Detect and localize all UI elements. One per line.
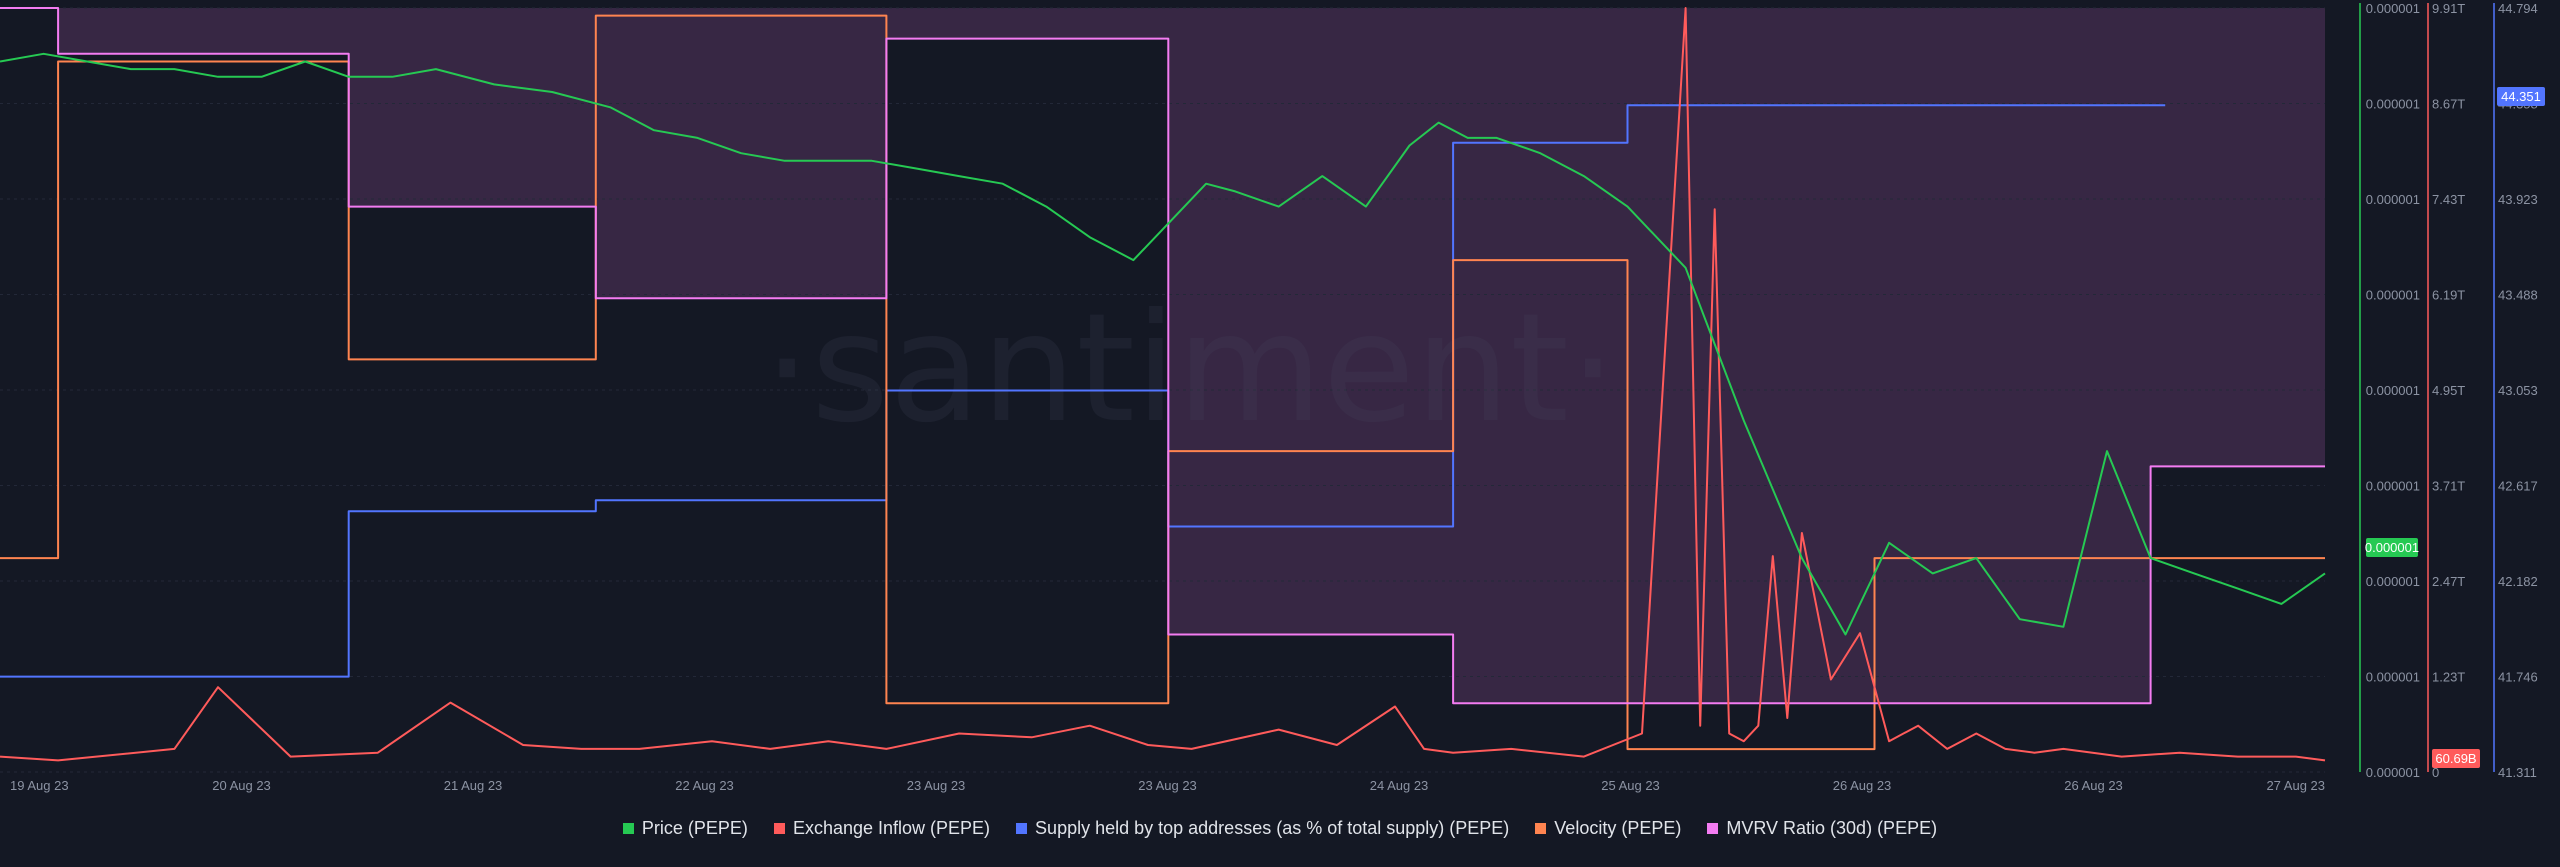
legend-label: Price (PEPE) (641, 818, 748, 838)
legend-item[interactable]: Velocity (PEPE) (1535, 818, 1681, 839)
legend-item[interactable]: Exchange Inflow (PEPE) (773, 818, 991, 839)
x-tick-label: 20 Aug 23 (212, 778, 271, 793)
x-tick-label: 26 Aug 23 (1833, 778, 1892, 793)
tick-label-supply: 41.311 (2498, 765, 2537, 780)
tick-label-supply: 44.794 (2498, 1, 2538, 16)
x-tick-label: 23 Aug 23 (1138, 778, 1197, 793)
tick-label-exchange_inflow: 2.47T (2432, 574, 2465, 589)
tick-label-supply: 42.617 (2498, 479, 2538, 494)
tick-label-supply: 43.488 (2498, 288, 2538, 303)
tick-label-price: 0.000001 (2366, 97, 2420, 112)
x-tick-label: 21 Aug 23 (444, 778, 503, 793)
tick-label-exchange_inflow: 0 (2432, 765, 2439, 780)
supply-value-badge (2497, 87, 2545, 106)
legend: Price (PEPE) Exchange Inflow (PEPE) Supply… (0, 818, 2560, 839)
legend-item[interactable]: MVRV Ratio (30d) (PEPE) (1707, 818, 1937, 839)
x-tick-label: 24 Aug 23 (1370, 778, 1429, 793)
tick-label-price: 0.000001 (2366, 765, 2420, 780)
tick-label-exchange_inflow: 6.19T (2432, 288, 2465, 303)
tick-label-supply: 43.053 (2498, 383, 2538, 398)
mvrv-shading (0, 8, 2325, 704)
tick-label-exchange_inflow: 3.71T (2432, 479, 2465, 494)
tick-label-exchange_inflow: 8.67T (2432, 97, 2465, 112)
legend-swatch (1535, 823, 1547, 834)
legend-swatch (773, 823, 785, 834)
series-line-mvrv (0, 7, 2325, 705)
tick-label-exchange_inflow: 4.95T (2432, 383, 2465, 398)
legend-swatch (622, 823, 634, 834)
legend-label: Exchange Inflow (PEPE) (792, 818, 991, 838)
tick-label-price: 0.000001 (2366, 288, 2420, 303)
mvrv-area (0, 8, 2325, 704)
inflow-value-badge-text: 60.69B (2435, 751, 2476, 766)
price-value-badge-text: 0.000001 (2365, 540, 2419, 555)
series-layer (0, 7, 2326, 762)
legend-label: MVRV Ratio (30d) (PEPE) (1726, 818, 1938, 838)
legend-label: Supply held by top addresses (as % of to… (1035, 818, 1510, 838)
supply-value-badge-text: 44.351 (2501, 89, 2541, 104)
tick-label-price: 0.000001 (2366, 574, 2420, 589)
tick-label-price: 0.000001 (2366, 192, 2420, 207)
tick-label-exchange_inflow: 9.91T (2432, 1, 2465, 16)
tick-label-price: 0.000001 (2366, 479, 2420, 494)
legend-swatch (1016, 823, 1028, 834)
x-tick-label: 23 Aug 23 (907, 778, 966, 793)
x-axis: 19 Aug 23 20 Aug 23 21 Aug 23 22 Aug 23 23 A… (10, 778, 2325, 793)
legend-label: Velocity (PEPE) (1554, 818, 1682, 838)
tick-label-supply: 43.923 (2498, 192, 2538, 207)
watermark: ·santiment· (763, 282, 1616, 456)
x-tick-label: 22 Aug 23 (675, 778, 734, 793)
series-line-price (0, 52, 2326, 636)
x-tick-label: 19 Aug 23 (10, 778, 69, 793)
tick-label-supply: 42.182 (2498, 574, 2538, 589)
x-tick-label: 27 Aug 23 (2266, 778, 2325, 793)
inflow-value-badge (2432, 749, 2480, 768)
x-tick-label: 26 Aug 23 (2064, 778, 2123, 793)
tick-label-supply: 41.746 (2498, 670, 2538, 685)
legend-swatch (1707, 823, 1719, 834)
legend-item[interactable]: Supply held by top addresses (as % of to… (1016, 818, 1509, 839)
tick-label-price: 0.000001 (2366, 670, 2420, 685)
price-value-badge (2366, 538, 2418, 557)
tick-label-price: 0.000001 (2366, 383, 2420, 398)
tick-label-price: 0.000001 (2366, 1, 2420, 16)
series-line-exchange_inflow (0, 7, 2326, 762)
x-tick-label: 25 Aug 23 (1601, 778, 1660, 793)
tick-label-exchange_inflow: 1.23T (2432, 670, 2465, 685)
right-axes: 0.000001 0.000001 0.000001 0.000001 0.000001… (2359, 1, 2545, 780)
legend-item[interactable]: Price (PEPE) (622, 818, 748, 839)
tick-label-exchange_inflow: 7.43T (2432, 192, 2465, 207)
